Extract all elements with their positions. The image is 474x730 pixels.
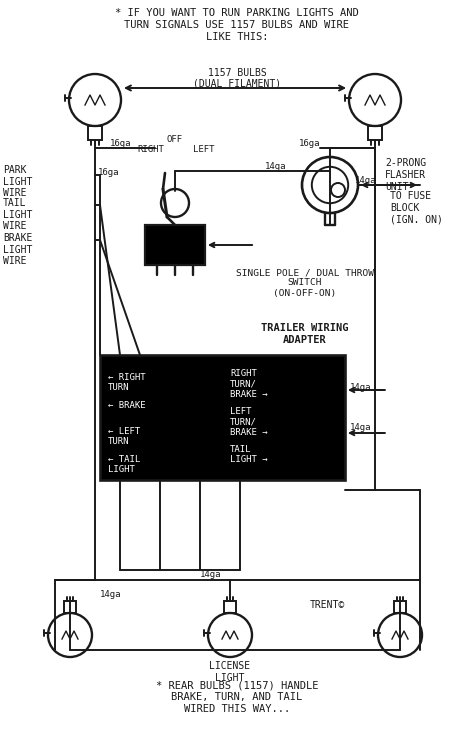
Text: ← BRAKE: ← BRAKE [108, 401, 146, 410]
Text: 14ga: 14ga [265, 162, 286, 171]
Text: PARK
LIGHT
WIRE: PARK LIGHT WIRE [3, 165, 32, 199]
Text: 14ga: 14ga [350, 423, 372, 432]
Text: LIKE THIS:: LIKE THIS: [206, 32, 268, 42]
Text: TAIL
LIGHT →: TAIL LIGHT → [230, 445, 268, 464]
Text: SINGLE POLE / DUAL THROW
SWITCH
(ON-OFF-ON): SINGLE POLE / DUAL THROW SWITCH (ON-OFF-… [236, 268, 374, 298]
Text: LEFT: LEFT [193, 145, 215, 154]
Bar [368, 126, 382, 140]
Text: 14ga: 14ga [355, 176, 376, 185]
Text: 14ga: 14ga [350, 383, 372, 392]
Text: BRAKE, TURN, AND TAIL: BRAKE, TURN, AND TAIL [172, 692, 302, 702]
Text: RIGHT: RIGHT [137, 145, 164, 154]
Text: LICENSE
LIGHT: LICENSE LIGHT [210, 661, 251, 683]
Text: (DUAL FILAMENT): (DUAL FILAMENT) [193, 78, 281, 88]
Bar [224, 601, 236, 613]
Bar [394, 601, 406, 613]
Text: TAIL
LIGHT
WIRE: TAIL LIGHT WIRE [3, 198, 32, 231]
Text: ← LEFT
TURN: ← LEFT TURN [108, 427, 140, 447]
Text: TRENT©: TRENT© [310, 600, 345, 610]
Bar [100, 355, 345, 480]
Bar [88, 126, 102, 140]
Bar [145, 225, 205, 265]
Text: ← TAIL
LIGHT: ← TAIL LIGHT [108, 455, 140, 475]
Bar [64, 601, 76, 613]
Text: 14ga: 14ga [100, 590, 121, 599]
Text: ON-OFF-ON: ON-OFF-ON [148, 240, 201, 250]
Text: * REAR BULBS (1157) HANDLE: * REAR BULBS (1157) HANDLE [156, 680, 318, 690]
Text: RIGHT
TURN/
BRAKE →: RIGHT TURN/ BRAKE → [230, 369, 268, 399]
Text: 14ga: 14ga [200, 570, 221, 579]
Text: BRAKE
LIGHT
WIRE: BRAKE LIGHT WIRE [3, 233, 32, 266]
Text: WIRED THIS WAY...: WIRED THIS WAY... [184, 704, 290, 714]
Text: 16ga: 16ga [299, 139, 320, 148]
Text: TO FUSE
BLOCK
(IGN. ON): TO FUSE BLOCK (IGN. ON) [390, 191, 443, 224]
Text: * IF YOU WANT TO RUN PARKING LIGHTS AND: * IF YOU WANT TO RUN PARKING LIGHTS AND [115, 8, 359, 18]
Text: 2-PRONG
FLASHER
UNIT: 2-PRONG FLASHER UNIT [385, 158, 426, 191]
Text: 1157 BULBS: 1157 BULBS [208, 68, 266, 78]
Text: ← RIGHT
TURN: ← RIGHT TURN [108, 373, 146, 393]
Text: 16ga: 16ga [98, 168, 119, 177]
Text: TURN SIGNALS USE 1157 BULBS AND WIRE: TURN SIGNALS USE 1157 BULBS AND WIRE [125, 20, 349, 30]
Text: LEFT
TURN/
BRAKE →: LEFT TURN/ BRAKE → [230, 407, 268, 437]
Text: TRAILER WIRING
ADAPTER: TRAILER WIRING ADAPTER [261, 323, 349, 345]
Text: 16ga: 16ga [110, 139, 131, 148]
Text: OFF: OFF [167, 135, 183, 144]
